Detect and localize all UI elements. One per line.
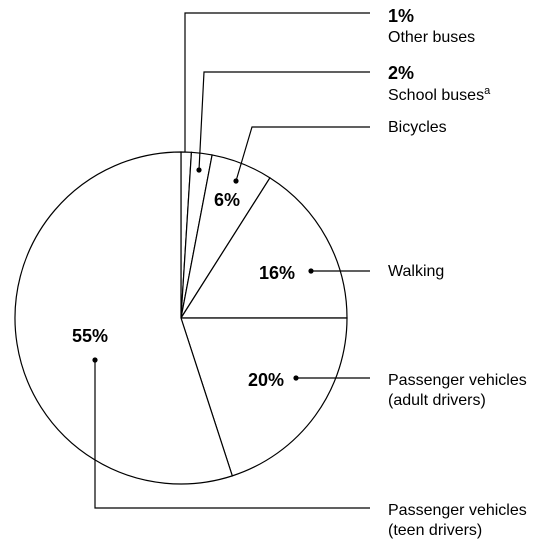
category-label: Other buses — [388, 29, 476, 46]
category-label: School buses — [388, 87, 485, 104]
category-label: Passenger vehicles (teen drivers) — [388, 502, 527, 539]
leader-dot — [92, 357, 98, 363]
category-label: Passenger vehicles (adult drivers) — [388, 372, 527, 409]
category-label: Bicycles — [388, 119, 447, 136]
category-label: Walking — [388, 263, 445, 280]
leader-line — [198, 71, 370, 171]
value-label: 2% — [388, 63, 415, 83]
pie-slice — [14, 151, 234, 485]
leader-dot — [308, 268, 314, 274]
legend-entry: Other buses — [388, 28, 475, 48]
value-label: 16% — [259, 263, 296, 283]
legend-entry: Passenger vehicles (adult drivers) — [388, 371, 543, 411]
leader-line — [235, 126, 370, 182]
value-label: 55% — [72, 326, 109, 346]
value-label: 1% — [388, 6, 415, 26]
legend-entry: Passenger vehicles (teen drivers) — [388, 501, 543, 541]
legend-entry: Walking — [388, 262, 444, 282]
leader-line — [94, 360, 370, 509]
leader-line — [184, 12, 370, 152]
legend-entry: School busesa — [388, 86, 490, 106]
value-label: 20% — [248, 370, 285, 390]
pie-slice — [179, 177, 348, 319]
leader-dot — [293, 375, 299, 381]
value-label: 6% — [214, 190, 241, 210]
leader-dot — [196, 167, 202, 173]
legend-entry: Bicycles — [388, 118, 447, 138]
leader-dot — [233, 178, 239, 184]
pie-slice — [180, 317, 348, 477]
footnote-marker: a — [484, 85, 491, 97]
